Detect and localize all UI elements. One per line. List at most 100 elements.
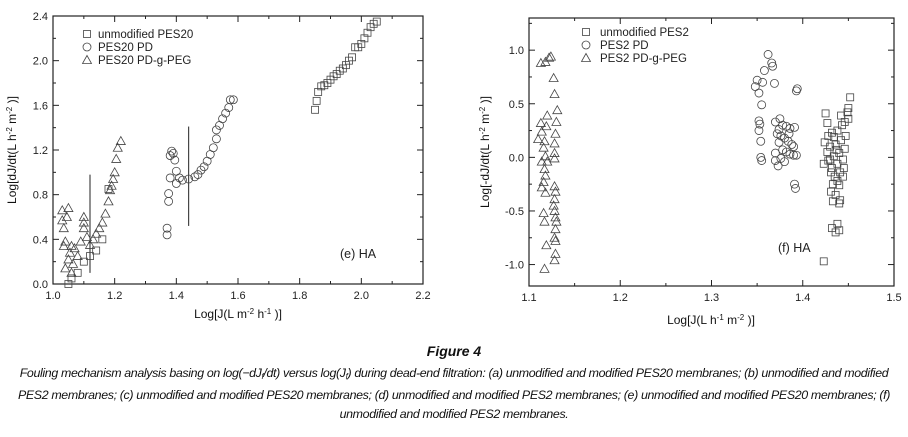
y-tick-label: 1.6 bbox=[33, 100, 48, 112]
x-tick-label: 1.8 bbox=[292, 290, 307, 302]
data-point bbox=[57, 204, 68, 215]
data-point bbox=[78, 211, 90, 221]
data-point bbox=[78, 222, 90, 233]
x-tick-label: 1.2 bbox=[613, 292, 628, 304]
x-tick-label: 1.5 bbox=[886, 292, 901, 304]
data-point bbox=[549, 254, 560, 265]
data-point bbox=[550, 186, 561, 196]
y-tick-label: 2.4 bbox=[33, 11, 48, 23]
label-superscript: -2 bbox=[5, 106, 14, 114]
data-point bbox=[824, 156, 833, 165]
data-point bbox=[369, 19, 378, 28]
data-point bbox=[536, 182, 547, 192]
data-point bbox=[94, 222, 105, 233]
data-point bbox=[164, 196, 174, 206]
data-point bbox=[836, 168, 845, 177]
x-tick-label: 1.0 bbox=[45, 290, 60, 302]
label-superscript: -2 bbox=[737, 313, 745, 322]
data-point bbox=[756, 136, 766, 146]
data-point bbox=[549, 153, 560, 163]
label-text: m bbox=[478, 114, 492, 127]
legend-square-icon bbox=[83, 30, 91, 38]
data-point bbox=[98, 235, 107, 244]
caption-text: ) during dead-end filtration: (a) unmodi… bbox=[17, 366, 891, 421]
y-tick-label: 0.5 bbox=[509, 99, 524, 111]
y-tick-label: 0.4 bbox=[33, 234, 48, 246]
data-point bbox=[838, 121, 846, 130]
data-point bbox=[832, 145, 841, 154]
data-point bbox=[357, 40, 366, 48]
data-point bbox=[545, 51, 557, 61]
data-point bbox=[549, 193, 560, 204]
y-axis-label: Log[dJ/dt(L h-2 m-2 )] bbox=[5, 96, 20, 204]
series-circle bbox=[162, 95, 238, 240]
data-point bbox=[97, 217, 108, 227]
y-tick-label: 1.2 bbox=[33, 145, 48, 157]
label-text: )] bbox=[5, 96, 19, 107]
data-point bbox=[775, 114, 785, 124]
data-point bbox=[66, 267, 77, 277]
data-point bbox=[785, 124, 795, 133]
legend-label: unmodified PES2 bbox=[600, 27, 689, 39]
data-point bbox=[81, 231, 93, 242]
legend-label: PES2 PD-g-PEG bbox=[600, 53, 687, 65]
data-point bbox=[752, 75, 762, 85]
label-text: Log[J(L h bbox=[667, 313, 717, 327]
data-point bbox=[196, 165, 206, 175]
data-point bbox=[784, 129, 794, 139]
data-point bbox=[770, 156, 780, 165]
x-tick-label: 1.2 bbox=[107, 290, 122, 302]
data-point bbox=[819, 257, 828, 266]
data-point bbox=[774, 125, 784, 134]
data-point bbox=[758, 77, 767, 87]
data-point bbox=[104, 184, 116, 195]
data-point bbox=[536, 126, 547, 136]
data-point bbox=[75, 236, 86, 246]
legend-square-icon bbox=[582, 28, 590, 36]
data-point bbox=[539, 135, 550, 146]
figure-title: Figure 4 bbox=[426, 343, 482, 359]
data-point bbox=[168, 148, 178, 158]
x-tick-label: 1.4 bbox=[169, 290, 184, 302]
data-point bbox=[757, 156, 767, 165]
legend-circle-icon bbox=[581, 40, 591, 50]
series-circle bbox=[750, 50, 802, 193]
data-point bbox=[549, 232, 560, 242]
caption-text: Fouling mechanism analysis basing on log… bbox=[19, 366, 262, 380]
y-axis-label: Log[-dJ/dt(L h-2 m-2 )] bbox=[478, 96, 493, 208]
y-tick-label: 0.8 bbox=[33, 190, 48, 202]
data-point bbox=[320, 81, 329, 90]
data-point bbox=[314, 88, 323, 96]
chart-panel-f: 1.1 1.2 1.3 1.4 1.5 -1.0 -0.5 0.0 0.5 1.0 Log[J(L … bbox=[478, 17, 902, 327]
series-triangle bbox=[532, 51, 563, 273]
data-point bbox=[833, 159, 842, 168]
data-point bbox=[791, 150, 801, 160]
data-point bbox=[785, 149, 795, 159]
data-point bbox=[550, 212, 561, 222]
data-point bbox=[225, 95, 235, 105]
data-point bbox=[840, 144, 849, 153]
data-point bbox=[839, 155, 847, 164]
data-point bbox=[190, 172, 200, 182]
data-point bbox=[167, 146, 177, 156]
data-point bbox=[360, 34, 369, 43]
label-text: )] bbox=[271, 307, 282, 321]
data-point bbox=[348, 53, 356, 62]
data-point bbox=[549, 180, 560, 191]
data-point bbox=[760, 66, 769, 75]
data-point bbox=[111, 153, 122, 163]
data-point bbox=[835, 181, 844, 190]
data-point bbox=[754, 88, 764, 98]
data-point bbox=[79, 257, 88, 266]
label-text: Log[dJ/dt(L h bbox=[5, 134, 19, 204]
label-superscript: -1 bbox=[717, 313, 725, 322]
label-text: m bbox=[5, 114, 19, 127]
data-point bbox=[372, 17, 381, 26]
label-superscript: -2 bbox=[247, 307, 255, 316]
data-point bbox=[329, 72, 338, 81]
data-point bbox=[541, 239, 552, 250]
data-point bbox=[63, 254, 74, 264]
data-point bbox=[184, 174, 194, 184]
x-tick-label: 1.4 bbox=[795, 292, 810, 304]
data-point bbox=[60, 263, 71, 273]
